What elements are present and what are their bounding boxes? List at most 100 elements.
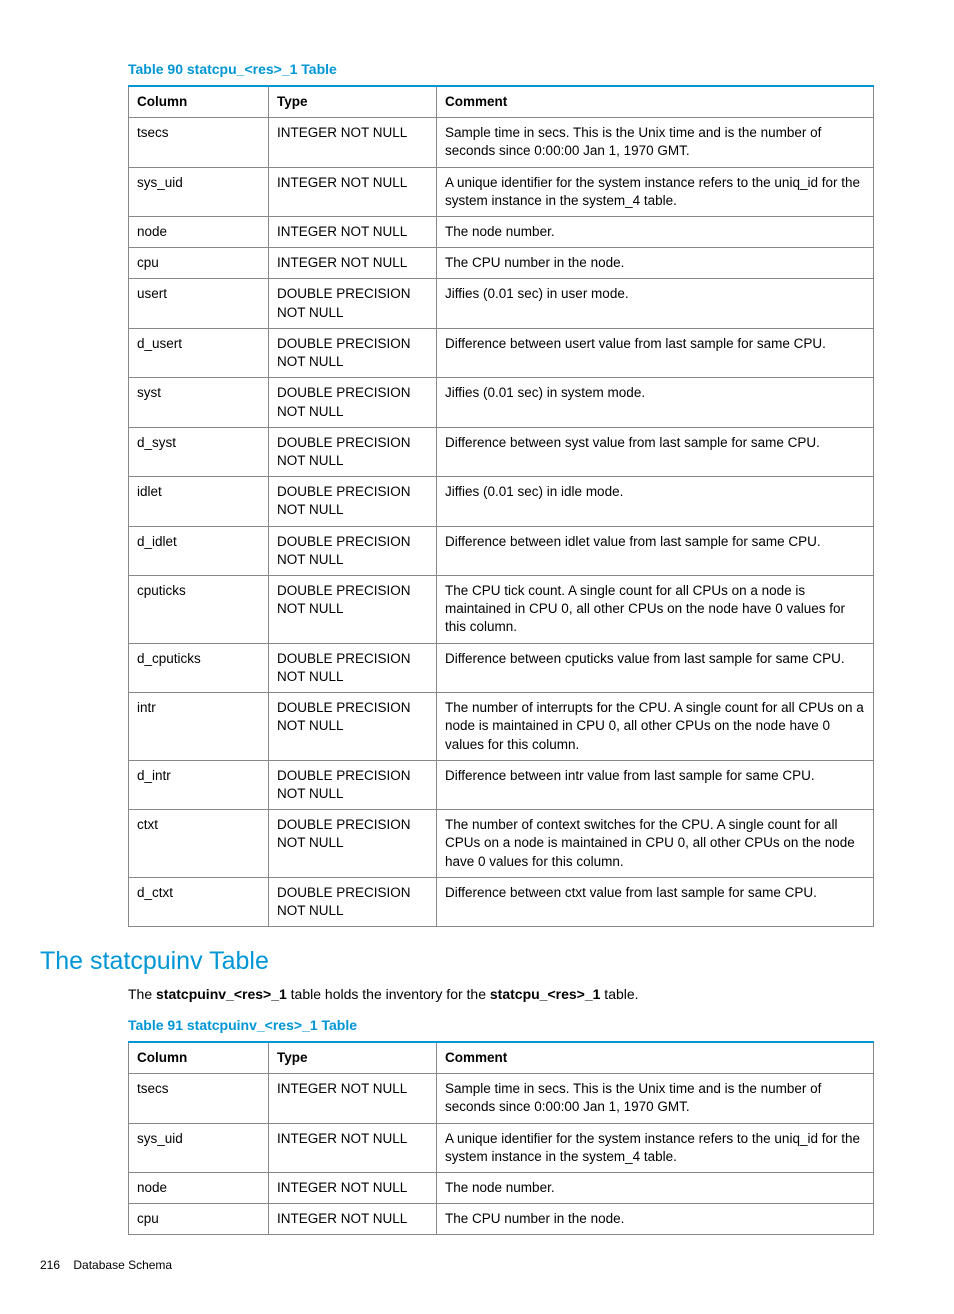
table90-caption: Table 90 statcpu_<res>_1 Table	[128, 60, 874, 79]
cell-col: sys_uid	[129, 1123, 269, 1172]
table-row: nodeINTEGER NOT NULLThe node number.	[129, 1172, 874, 1203]
cell-comment: Jiffies (0.01 sec) in user mode.	[437, 279, 874, 328]
table-row: cpuINTEGER NOT NULLThe CPU number in the…	[129, 248, 874, 279]
table91-caption: Table 91 statcpuinv_<res>_1 Table	[128, 1016, 874, 1035]
para-bold-2: statcpu_<res>_1	[490, 986, 601, 1002]
table90: Column Type Comment tsecsINTEGER NOT NUL…	[128, 85, 874, 927]
cell-type: INTEGER NOT NULL	[269, 167, 437, 216]
table-row: d_intrDOUBLE PRECISION NOT NULLDifferenc…	[129, 760, 874, 809]
cell-comment: A unique identifier for the system insta…	[437, 1123, 874, 1172]
para-text: The	[128, 986, 156, 1002]
para-text: table.	[600, 986, 638, 1002]
table-row: tsecsINTEGER NOT NULLSample time in secs…	[129, 1074, 874, 1123]
table-row: ctxtDOUBLE PRECISION NOT NULLThe number …	[129, 810, 874, 878]
cell-type: DOUBLE PRECISION NOT NULL	[269, 760, 437, 809]
footer-page-number: 216	[40, 1258, 60, 1272]
cell-type: DOUBLE PRECISION NOT NULL	[269, 279, 437, 328]
cell-col: cpu	[129, 1204, 269, 1235]
table-row: tsecsINTEGER NOT NULLSample time in secs…	[129, 118, 874, 167]
cell-type: DOUBLE PRECISION NOT NULL	[269, 328, 437, 377]
cell-type: DOUBLE PRECISION NOT NULL	[269, 576, 437, 644]
cell-col: d_usert	[129, 328, 269, 377]
cell-comment: Difference between cputicks value from l…	[437, 643, 874, 692]
cell-comment: Jiffies (0.01 sec) in system mode.	[437, 378, 874, 427]
cell-col: ctxt	[129, 810, 269, 878]
header-type: Type	[269, 86, 437, 118]
cell-col: idlet	[129, 477, 269, 526]
cell-col: d_cputicks	[129, 643, 269, 692]
cell-col: node	[129, 216, 269, 247]
cell-col: d_syst	[129, 427, 269, 476]
cell-type: DOUBLE PRECISION NOT NULL	[269, 810, 437, 878]
header-comment: Comment	[437, 1042, 874, 1074]
cell-type: INTEGER NOT NULL	[269, 216, 437, 247]
cell-type: INTEGER NOT NULL	[269, 1172, 437, 1203]
cell-comment: Sample time in secs. This is the Unix ti…	[437, 1074, 874, 1123]
cell-type: INTEGER NOT NULL	[269, 248, 437, 279]
table-row: d_usertDOUBLE PRECISION NOT NULLDifferen…	[129, 328, 874, 377]
table-row: cpuINTEGER NOT NULLThe CPU number in the…	[129, 1204, 874, 1235]
cell-col: cputicks	[129, 576, 269, 644]
cell-type: INTEGER NOT NULL	[269, 118, 437, 167]
table-row: d_ctxtDOUBLE PRECISION NOT NULLDifferenc…	[129, 877, 874, 926]
table-header-row: Column Type Comment	[129, 1042, 874, 1074]
cell-col: syst	[129, 378, 269, 427]
cell-col: tsecs	[129, 118, 269, 167]
table91: Column Type Comment tsecsINTEGER NOT NUL…	[128, 1041, 874, 1236]
cell-comment: The CPU tick count. A single count for a…	[437, 576, 874, 644]
cell-comment: The node number.	[437, 216, 874, 247]
cell-col: d_ctxt	[129, 877, 269, 926]
cell-comment: The number of context switches for the C…	[437, 810, 874, 878]
table-header-row: Column Type Comment	[129, 86, 874, 118]
page-footer: 216 Database Schema	[40, 1257, 874, 1273]
cell-comment: Difference between intr value from last …	[437, 760, 874, 809]
table-row: intrDOUBLE PRECISION NOT NULLThe number …	[129, 693, 874, 761]
table-row: sys_uidINTEGER NOT NULLA unique identifi…	[129, 1123, 874, 1172]
cell-comment: Difference between usert value from last…	[437, 328, 874, 377]
cell-comment: The CPU number in the node.	[437, 1204, 874, 1235]
cell-col: node	[129, 1172, 269, 1203]
cell-type: INTEGER NOT NULL	[269, 1204, 437, 1235]
cell-comment: A unique identifier for the system insta…	[437, 167, 874, 216]
table-row: systDOUBLE PRECISION NOT NULLJiffies (0.…	[129, 378, 874, 427]
cell-col: cpu	[129, 248, 269, 279]
table-row: d_idletDOUBLE PRECISION NOT NULLDifferen…	[129, 526, 874, 575]
table-row: nodeINTEGER NOT NULLThe node number.	[129, 216, 874, 247]
cell-col: usert	[129, 279, 269, 328]
header-type: Type	[269, 1042, 437, 1074]
table-row: sys_uidINTEGER NOT NULLA unique identifi…	[129, 167, 874, 216]
cell-type: DOUBLE PRECISION NOT NULL	[269, 477, 437, 526]
cell-type: DOUBLE PRECISION NOT NULL	[269, 378, 437, 427]
cell-comment: The number of interrupts for the CPU. A …	[437, 693, 874, 761]
cell-col: d_intr	[129, 760, 269, 809]
cell-type: DOUBLE PRECISION NOT NULL	[269, 877, 437, 926]
header-column: Column	[129, 1042, 269, 1074]
cell-comment: Difference between syst value from last …	[437, 427, 874, 476]
section-heading-statcpuinv: The statcpuinv Table	[40, 945, 874, 979]
table-row: d_systDOUBLE PRECISION NOT NULLDifferenc…	[129, 427, 874, 476]
cell-comment: Sample time in secs. This is the Unix ti…	[437, 118, 874, 167]
cell-comment: The node number.	[437, 1172, 874, 1203]
cell-col: sys_uid	[129, 167, 269, 216]
para-text: table holds the inventory for the	[287, 986, 490, 1002]
cell-comment: Difference between idlet value from last…	[437, 526, 874, 575]
cell-comment: Jiffies (0.01 sec) in idle mode.	[437, 477, 874, 526]
footer-section-name: Database Schema	[73, 1258, 172, 1272]
section-paragraph: The statcpuinv_<res>_1 table holds the i…	[128, 985, 874, 1004]
cell-type: INTEGER NOT NULL	[269, 1074, 437, 1123]
para-bold-1: statcpuinv_<res>_1	[156, 986, 287, 1002]
header-column: Column	[129, 86, 269, 118]
cell-type: DOUBLE PRECISION NOT NULL	[269, 643, 437, 692]
cell-col: d_idlet	[129, 526, 269, 575]
cell-type: DOUBLE PRECISION NOT NULL	[269, 427, 437, 476]
table-row: d_cputicksDOUBLE PRECISION NOT NULLDiffe…	[129, 643, 874, 692]
cell-type: DOUBLE PRECISION NOT NULL	[269, 526, 437, 575]
cell-type: INTEGER NOT NULL	[269, 1123, 437, 1172]
table-row: usertDOUBLE PRECISION NOT NULLJiffies (0…	[129, 279, 874, 328]
table-row: idletDOUBLE PRECISION NOT NULLJiffies (0…	[129, 477, 874, 526]
cell-col: intr	[129, 693, 269, 761]
cell-comment: The CPU number in the node.	[437, 248, 874, 279]
cell-comment: Difference between ctxt value from last …	[437, 877, 874, 926]
cell-col: tsecs	[129, 1074, 269, 1123]
cell-type: DOUBLE PRECISION NOT NULL	[269, 693, 437, 761]
